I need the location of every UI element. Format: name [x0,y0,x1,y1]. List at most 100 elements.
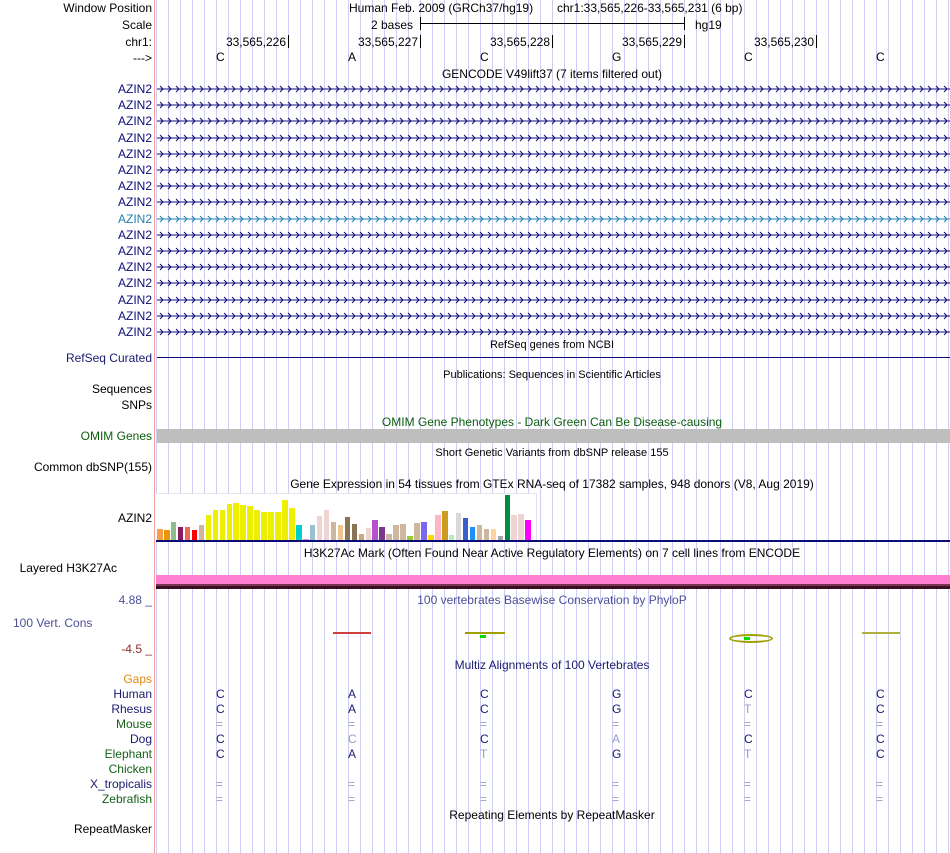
dbsnp-label[interactable]: Common dbSNP(155) [33,460,152,474]
gtex-tissue-bar[interactable] [177,526,184,541]
gtex-tissue-bar[interactable] [261,511,267,541]
gene-label[interactable]: AZIN2 [117,130,152,145]
strand-toggle[interactable]: ---> [133,51,152,65]
window-position[interactable]: chr1:33,565,226-33,565,231 (6 bp) [557,1,743,15]
gtex-tissue-bar[interactable] [219,510,226,541]
h3k27ac-label[interactable]: Layered H3K27Ac [19,561,117,575]
gene-transcript[interactable] [157,131,950,147]
gtex-tissue-bar[interactable] [226,504,233,541]
gene-transcript[interactable] [157,276,950,292]
gtex-tissue-bar[interactable] [268,512,274,541]
gtex-tissue-bar[interactable] [441,510,448,541]
gtex-tissue-bar[interactable] [240,504,246,541]
gene-transcript[interactable] [157,179,950,195]
refseq-label[interactable]: RefSeq Curated [65,351,152,365]
gtex-tissue-bar[interactable] [233,502,240,541]
species-label[interactable]: Dog [129,732,152,746]
gtex-tissue-bar[interactable] [316,515,323,541]
gene-transcript[interactable] [157,244,950,260]
multiz-gaps-label[interactable]: Gaps [123,672,152,686]
gtex-tissue-bar[interactable] [289,508,295,541]
gtex-tissue-bar[interactable] [205,514,212,541]
repeatmasker-label[interactable]: RepeatMasker [73,822,152,836]
gene-transcript[interactable] [157,82,950,98]
gene-label[interactable]: AZIN2 [117,163,152,177]
gtex-label[interactable]: AZIN2 [117,511,152,525]
gene-transcript[interactable] [157,309,950,325]
gtex-tissue-bar[interactable] [504,495,511,541]
gtex-tissue-bar[interactable] [435,514,441,541]
gene-label[interactable]: AZIN2 [117,146,152,161]
gene-label[interactable]: AZIN2 [117,325,152,339]
gene-transcript[interactable] [157,293,950,309]
gtex-tissue-bar[interactable] [518,514,524,541]
gene-label[interactable]: AZIN2 [117,260,152,275]
gtex-tissue-bar[interactable] [296,524,302,541]
h3k27ac-signal-layer-1[interactable] [156,575,950,584]
gene-transcript[interactable] [157,147,950,163]
gtex-tissue-bar[interactable] [511,515,518,541]
gtex-tissue-bar[interactable] [462,518,469,541]
gene-label[interactable]: AZIN2 [117,211,152,226]
chrom-label[interactable]: chr1: [125,35,152,49]
species-label[interactable]: Mouse [115,717,152,731]
gtex-tissue-bar[interactable] [254,510,260,541]
gtex-tissue-bar[interactable] [282,500,288,541]
window-position-label: Window Position [63,1,152,15]
gene-transcript[interactable] [157,114,950,130]
gtex-tissue-bar[interactable] [344,517,351,541]
gene-transcript[interactable] [157,260,950,276]
refseq-gene-line[interactable] [157,357,950,358]
gtex-tissue-bar[interactable] [372,519,379,541]
gtex-tissue-bar[interactable] [184,526,191,541]
gtex-tissue-bar[interactable] [476,524,483,541]
gtex-tissue-bar[interactable] [379,526,385,541]
gtex-tissue-bar[interactable] [275,512,281,541]
gtex-tissue-bar[interactable] [414,523,420,541]
gtex-tissue-bar[interactable] [212,510,219,541]
gtex-tissue-bar[interactable] [198,525,205,541]
gtex-tissue-bar[interactable] [351,523,358,541]
gtex-tissue-bar[interactable] [393,524,399,541]
gtex-tissue-bar[interactable] [525,519,531,541]
gene-label[interactable]: AZIN2 [117,276,152,291]
gene-label[interactable]: AZIN2 [117,308,152,323]
gene-transcript[interactable] [157,212,950,228]
gtex-tissue-bar[interactable] [365,527,372,541]
gene-label[interactable]: AZIN2 [117,292,152,307]
species-label[interactable]: Human [113,687,152,701]
omim-gene-bar[interactable] [157,429,950,443]
omim-label[interactable]: OMIM Genes [80,429,152,443]
gtex-tissue-bar[interactable] [323,510,330,541]
gene-transcript[interactable] [157,228,950,244]
gene-label[interactable]: AZIN2 [117,114,152,129]
species-label[interactable]: Zebrafish [101,792,152,806]
gene-label[interactable]: AZIN2 [117,98,152,113]
gene-transcript[interactable] [157,98,950,114]
gene-label[interactable]: AZIN2 [117,82,152,96]
gene-label[interactable]: AZIN2 [117,244,152,258]
gene-label[interactable]: AZIN2 [117,227,152,242]
gtex-tissue-bar[interactable] [170,521,177,541]
gtex-tissue-bar[interactable] [400,523,406,541]
publications-label-snps[interactable]: SNPs [121,398,152,412]
aligned-base: C [480,732,489,746]
species-label[interactable]: Rhesus [111,702,152,716]
gene-transcript[interactable] [157,163,950,179]
species-label[interactable]: X_tropicalis [89,777,152,791]
gtex-tissue-bar[interactable] [330,521,337,541]
species-label[interactable]: Elephant [104,747,152,761]
gtex-tissue-bar[interactable] [337,525,344,541]
gtex-tissue-bar[interactable] [455,512,462,541]
conservation-label[interactable]: 100 Vert. Cons [13,616,93,630]
gtex-chart[interactable] [156,493,537,541]
gtex-tissue-bar[interactable] [309,525,316,541]
gtex-tissue-bar[interactable] [469,527,476,541]
gtex-tissue-bar[interactable] [247,505,253,541]
gene-transcript[interactable] [157,195,950,211]
gtex-tissue-bar[interactable] [421,521,427,541]
gene-label[interactable]: AZIN2 [117,179,152,194]
species-label[interactable]: Chicken [108,762,152,776]
gene-label[interactable]: AZIN2 [117,195,152,210]
publications-label-sequences[interactable]: Sequences [91,382,152,396]
